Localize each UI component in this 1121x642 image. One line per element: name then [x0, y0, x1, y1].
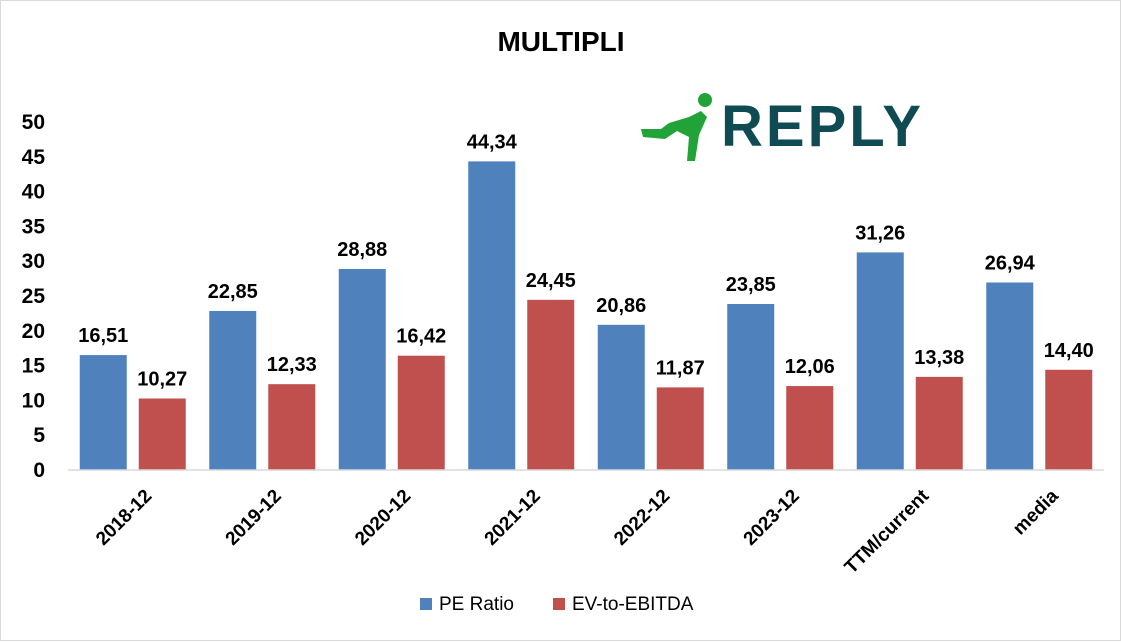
- bar-pe-ratio[interactable]: [856, 252, 904, 470]
- y-tick-label: 30: [22, 250, 45, 273]
- data-label-pe-ratio: 31,26: [855, 222, 905, 244]
- reply-logo: REPLY: [641, 93, 924, 161]
- data-label-ev-to-ebitda: 14,40: [1044, 340, 1094, 362]
- data-label-ev-to-ebitda: 13,38: [914, 347, 964, 369]
- chart-title: MULTIPLI: [497, 26, 624, 57]
- bar-ev-to-ebitda[interactable]: [268, 384, 316, 470]
- data-label-pe-ratio: 23,85: [726, 274, 776, 296]
- data-label-pe-ratio: 26,94: [985, 252, 1036, 274]
- legend-label-pe-ratio: PE Ratio: [439, 594, 514, 615]
- y-tick-label: 40: [22, 181, 45, 204]
- bar-pe-ratio[interactable]: [209, 310, 257, 470]
- data-label-pe-ratio: 16,51: [78, 325, 128, 347]
- y-tick-label: 5: [33, 424, 45, 447]
- bar-ev-to-ebitda[interactable]: [527, 299, 575, 470]
- bar-pe-ratio[interactable]: [727, 304, 775, 470]
- bar-ev-to-ebitda[interactable]: [1045, 369, 1093, 470]
- data-label-pe-ratio: 44,34: [467, 131, 518, 153]
- data-label-pe-ratio: 20,86: [596, 295, 646, 317]
- y-tick-label: 0: [33, 459, 45, 482]
- data-label-ev-to-ebitda: 10,27: [137, 369, 187, 391]
- legend: PE Ratio EV-to-EBITDA: [420, 594, 694, 615]
- y-tick-label: 15: [22, 355, 46, 378]
- x-tick-label: 2020-12: [351, 486, 415, 550]
- bar-ev-to-ebitda[interactable]: [786, 386, 834, 470]
- x-tick-label: 2023-12: [740, 486, 804, 550]
- y-tick-label: 10: [22, 389, 45, 412]
- bar-ev-to-ebitda[interactable]: [138, 398, 186, 470]
- y-tick-label: 35: [22, 215, 46, 238]
- legend-swatch-pe-ratio: [420, 598, 432, 610]
- bar-pe-ratio[interactable]: [338, 268, 386, 470]
- x-tick-label: 2019-12: [222, 486, 286, 550]
- running-figure-icon: [641, 93, 712, 161]
- logo-text: REPLY: [721, 94, 924, 159]
- data-label-ev-to-ebitda: 24,45: [526, 270, 576, 292]
- legend-item-ev-to-ebitda[interactable]: EV-to-EBITDA: [553, 594, 694, 615]
- x-tick-label: 2022-12: [610, 486, 674, 550]
- x-tick-label: 2018-12: [92, 486, 156, 550]
- data-label-pe-ratio: 22,85: [208, 281, 258, 303]
- bar-pe-ratio[interactable]: [597, 324, 645, 470]
- legend-swatch-ev-to-ebitda: [553, 598, 565, 610]
- legend-label-ev-to-ebitda: EV-to-EBITDA: [572, 594, 694, 615]
- bar-pe-ratio[interactable]: [79, 355, 127, 470]
- bar-pe-ratio[interactable]: [468, 161, 516, 470]
- data-label-ev-to-ebitda: 11,87: [656, 357, 705, 379]
- y-tick-label: 25: [22, 285, 46, 308]
- x-tick-label: TTM/current: [841, 485, 934, 578]
- y-tick-label: 20: [22, 320, 45, 343]
- bar-ev-to-ebitda[interactable]: [656, 387, 704, 470]
- x-tick-label: 2021-12: [481, 486, 545, 550]
- bar-ev-to-ebitda[interactable]: [397, 355, 445, 470]
- y-axis: 0 5 10 15 20 25 30 35 40 45 50: [22, 111, 46, 482]
- bars: [79, 161, 1093, 470]
- bar-pe-ratio[interactable]: [986, 282, 1034, 470]
- data-label-ev-to-ebitda: 12,33: [267, 354, 317, 376]
- y-tick-label: 45: [22, 146, 46, 169]
- data-labels: 16,51 10,27 22,85 12,33 28,88 16,42 44,34 24,45…: [78, 131, 1094, 390]
- bar-ev-to-ebitda[interactable]: [915, 376, 963, 470]
- x-axis: 2018-12 2019-12 2020-12 2021-12 2022-12 2023-…: [92, 485, 1063, 578]
- data-label-ev-to-ebitda: 16,42: [396, 326, 446, 348]
- legend-item-pe-ratio[interactable]: PE Ratio: [420, 594, 514, 615]
- data-label-ev-to-ebitda: 12,06: [785, 356, 835, 378]
- y-tick-label: 50: [22, 111, 45, 134]
- x-tick-label: media: [1009, 485, 1063, 539]
- data-label-pe-ratio: 28,88: [337, 239, 387, 261]
